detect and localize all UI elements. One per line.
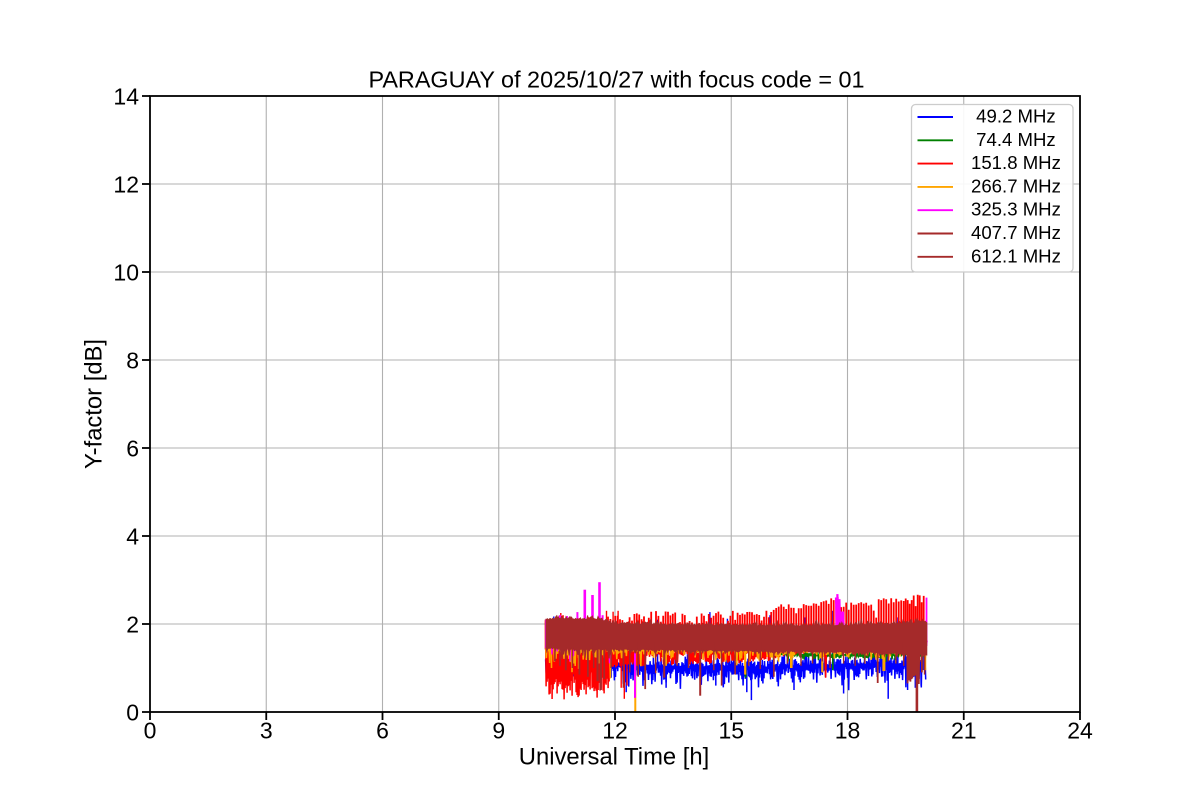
svg-text:407.7 MHz: 407.7 MHz <box>971 222 1061 243</box>
svg-text:4: 4 <box>126 524 139 550</box>
svg-text:12: 12 <box>113 172 139 198</box>
svg-text:6: 6 <box>376 718 389 744</box>
svg-text:18: 18 <box>835 718 861 744</box>
svg-text:6: 6 <box>126 436 139 462</box>
svg-text:49.2 MHz: 49.2 MHz <box>971 106 1056 127</box>
svg-text:74.4 MHz: 74.4 MHz <box>971 129 1056 150</box>
svg-text:0: 0 <box>144 718 157 744</box>
svg-text:3: 3 <box>260 718 273 744</box>
svg-text:8: 8 <box>126 348 139 374</box>
svg-text:15: 15 <box>718 718 744 744</box>
svg-text:14: 14 <box>113 84 139 110</box>
svg-text:9: 9 <box>492 718 505 744</box>
svg-text:325.3 MHz: 325.3 MHz <box>971 199 1061 220</box>
svg-text:PARAGUAY of 2025/10/27 with fo: PARAGUAY of 2025/10/27 with focus code =… <box>368 67 864 93</box>
svg-text:266.7 MHz: 266.7 MHz <box>971 175 1061 196</box>
svg-text:24: 24 <box>1067 718 1093 744</box>
svg-text:12: 12 <box>602 718 628 744</box>
svg-text:10: 10 <box>113 260 139 286</box>
svg-text:21: 21 <box>951 718 977 744</box>
svg-text:Universal Time [h]: Universal Time [h] <box>519 744 709 771</box>
svg-text:2: 2 <box>126 612 139 638</box>
svg-text:Y-factor [dB]: Y-factor [dB] <box>81 339 108 469</box>
svg-text:612.1 MHz: 612.1 MHz <box>971 245 1061 266</box>
svg-text:151.8 MHz: 151.8 MHz <box>971 152 1061 173</box>
svg-text:0: 0 <box>126 700 139 726</box>
